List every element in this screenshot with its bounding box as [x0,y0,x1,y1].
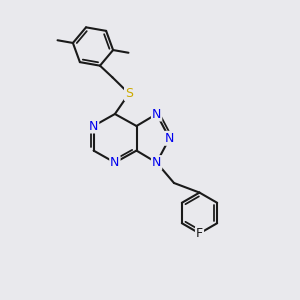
Text: F: F [196,227,203,240]
Text: N: N [152,156,161,169]
Text: S: S [125,87,133,100]
Text: N: N [89,119,98,133]
Text: N: N [152,107,161,121]
Text: N: N [165,132,174,145]
Text: N: N [110,156,120,169]
